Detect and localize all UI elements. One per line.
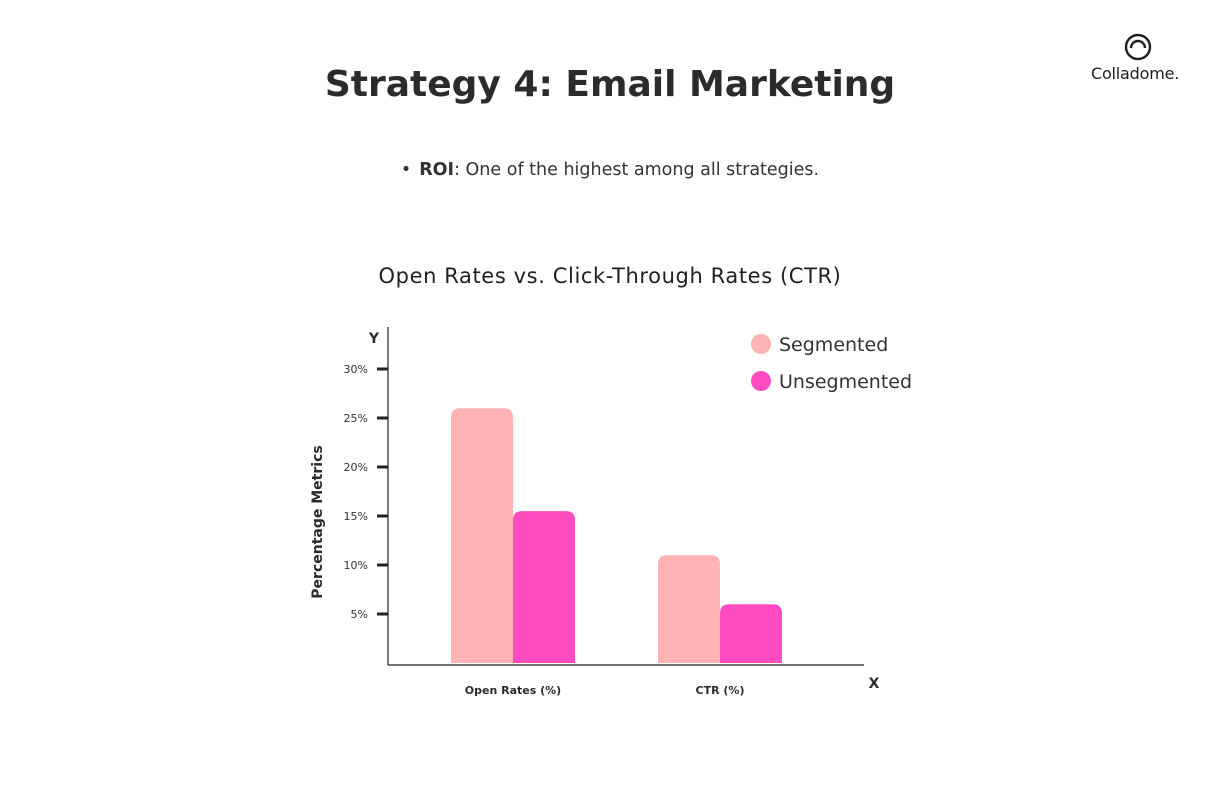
bullet-key: ROI bbox=[419, 160, 455, 180]
y-tick-label: 15% bbox=[344, 510, 368, 523]
page-title: Strategy 4: Email Marketing bbox=[324, 64, 896, 105]
bar-segmented bbox=[658, 555, 720, 663]
brand-logo: Colladome. bbox=[1088, 32, 1192, 88]
legend-swatch bbox=[751, 334, 771, 354]
legend-swatch bbox=[751, 371, 771, 391]
y-axis-label: Percentage Metrics bbox=[310, 445, 326, 598]
y-tick-label: 5% bbox=[351, 608, 368, 621]
bar-segmented bbox=[451, 408, 513, 663]
legend-label: Unsegmented bbox=[779, 371, 912, 393]
y-tick-label: 30% bbox=[344, 363, 368, 376]
x-tick-label: CTR (%) bbox=[696, 684, 745, 697]
y-axis-marker: Y bbox=[368, 331, 380, 347]
y-tick-label: 20% bbox=[344, 461, 368, 474]
logo-text: Colladome. bbox=[1091, 64, 1180, 83]
roi-bullet: • ROI: One of the highest among all strat… bbox=[0, 160, 1220, 180]
bar-unsegmented bbox=[513, 511, 575, 663]
bullet-dot-icon: • bbox=[400, 160, 412, 180]
legend: Segmented Unsegmented bbox=[751, 334, 912, 393]
colladome-logo-icon bbox=[1124, 33, 1152, 61]
x-axis-marker: X bbox=[869, 676, 880, 692]
bullet-text: : One of the highest among all strategie… bbox=[454, 160, 820, 180]
y-tick-label: 10% bbox=[344, 559, 368, 572]
bar-unsegmented bbox=[720, 604, 782, 663]
y-ticks: 5% 10% 15% 20% 25% 30% bbox=[344, 363, 388, 621]
chart-title: Open Rates vs. Click-Through Rates (CTR) bbox=[379, 264, 842, 288]
x-tick-label: Open Rates (%) bbox=[465, 684, 561, 697]
x-tick-labels: Open Rates (%) CTR (%) bbox=[465, 684, 745, 697]
bars bbox=[451, 408, 782, 663]
y-tick-label: 25% bbox=[344, 412, 368, 425]
legend-label: Segmented bbox=[779, 334, 888, 356]
